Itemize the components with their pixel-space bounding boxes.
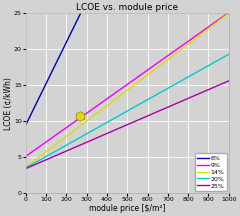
14%: [164, 60, 167, 63]
Line: 25%: 25%: [26, 81, 229, 168]
25%: [107, 132, 109, 134]
9%: [227, 11, 230, 14]
20%: [227, 53, 230, 56]
9%: [24, 155, 27, 158]
9%: [107, 97, 109, 99]
Line: 20%: 20%: [26, 54, 229, 168]
20%: [183, 78, 186, 81]
14%: [45, 150, 48, 153]
9%: [45, 140, 48, 143]
Legend: 6%, 9%, 14%, 20%, 25%: 6%, 9%, 14%, 20%, 25%: [195, 153, 227, 191]
6%: [29, 115, 32, 117]
9%: [164, 56, 167, 59]
Title: LCOE vs. module price: LCOE vs. module price: [76, 3, 178, 13]
20%: [45, 155, 48, 157]
6%: [75, 21, 78, 23]
6%: [24, 123, 27, 126]
20%: [164, 89, 167, 91]
25%: [227, 79, 230, 82]
Line: 9%: 9%: [26, 13, 229, 156]
9%: [183, 43, 186, 46]
25%: [186, 97, 189, 100]
14%: [183, 46, 186, 48]
Line: 14%: 14%: [26, 13, 229, 167]
14%: [107, 104, 109, 106]
20%: [114, 116, 117, 119]
14%: [24, 166, 27, 168]
Y-axis label: LCOE (¢/kWh): LCOE (¢/kWh): [3, 77, 12, 130]
25%: [45, 158, 48, 161]
Line: 6%: 6%: [26, 10, 82, 125]
6%: [55, 61, 58, 64]
14%: [227, 12, 230, 14]
14%: [186, 43, 189, 46]
14%: [114, 98, 117, 101]
9%: [114, 92, 117, 94]
X-axis label: module price [$/m²]: module price [$/m²]: [89, 203, 166, 213]
6%: [81, 9, 84, 11]
25%: [114, 129, 117, 131]
25%: [24, 167, 27, 170]
20%: [24, 167, 27, 169]
20%: [186, 76, 189, 78]
25%: [183, 99, 186, 102]
6%: [54, 64, 56, 67]
20%: [107, 121, 109, 123]
6%: [76, 18, 79, 21]
9%: [186, 40, 189, 43]
25%: [164, 107, 167, 110]
6%: [74, 23, 77, 26]
